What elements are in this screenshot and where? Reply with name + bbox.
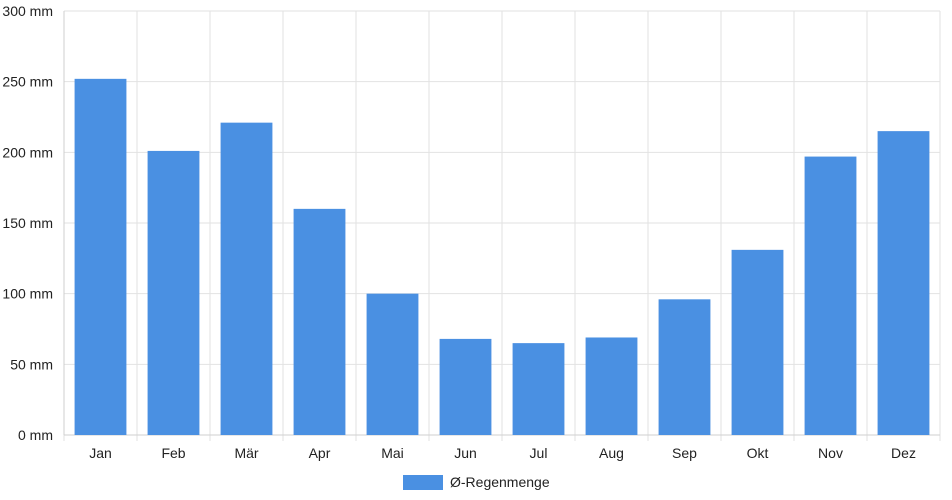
x-tick-label: Jun	[454, 445, 477, 461]
y-tick-label: 0 mm	[18, 427, 53, 443]
bar[interactable]	[147, 150, 200, 436]
bar[interactable]	[74, 78, 127, 435]
bar[interactable]	[220, 122, 273, 436]
bars	[74, 78, 930, 436]
bar[interactable]	[366, 293, 419, 435]
x-tick-label: Okt	[747, 445, 769, 461]
x-tick-label: Aug	[599, 445, 624, 461]
y-tick-label: 300 mm	[2, 3, 53, 19]
bar[interactable]	[804, 156, 857, 435]
y-axis-ticks: 0 mm 50 mm 100 mm 150 mm 200 mm 250 mm 300 mm	[2, 3, 53, 443]
x-axis-ticks: Jan Feb Mär Apr Mai Jun Jul Aug Sep Okt Nov Dez	[89, 445, 916, 461]
x-tick-label: Jul	[530, 445, 548, 461]
bar[interactable]	[512, 343, 565, 435]
bar[interactable]	[585, 337, 638, 435]
x-tick-label: Jan	[89, 445, 112, 461]
legend-label: Ø-Regenmenge	[450, 474, 550, 490]
y-tick-label: 100 mm	[2, 286, 53, 302]
x-tick-label: Apr	[309, 445, 331, 461]
x-tick-label: Nov	[818, 445, 843, 461]
grid	[63, 10, 941, 441]
x-tick-label: Feb	[161, 445, 185, 461]
bar[interactable]	[877, 131, 930, 435]
x-tick-label: Mär	[234, 445, 258, 461]
x-tick-label: Mai	[381, 445, 404, 461]
y-tick-label: 250 mm	[2, 74, 53, 90]
y-tick-label: 200 mm	[2, 144, 53, 160]
bar[interactable]	[439, 338, 492, 435]
y-tick-label: 50 mm	[10, 356, 53, 372]
bar[interactable]	[293, 208, 346, 435]
legend-swatch	[403, 475, 443, 490]
legend[interactable]: Ø-Regenmenge	[403, 474, 550, 490]
y-tick-label: 150 mm	[2, 215, 53, 231]
bar[interactable]	[731, 249, 784, 435]
x-tick-label: Sep	[672, 445, 697, 461]
bar[interactable]	[658, 299, 711, 435]
x-tick-label: Dez	[891, 445, 916, 461]
